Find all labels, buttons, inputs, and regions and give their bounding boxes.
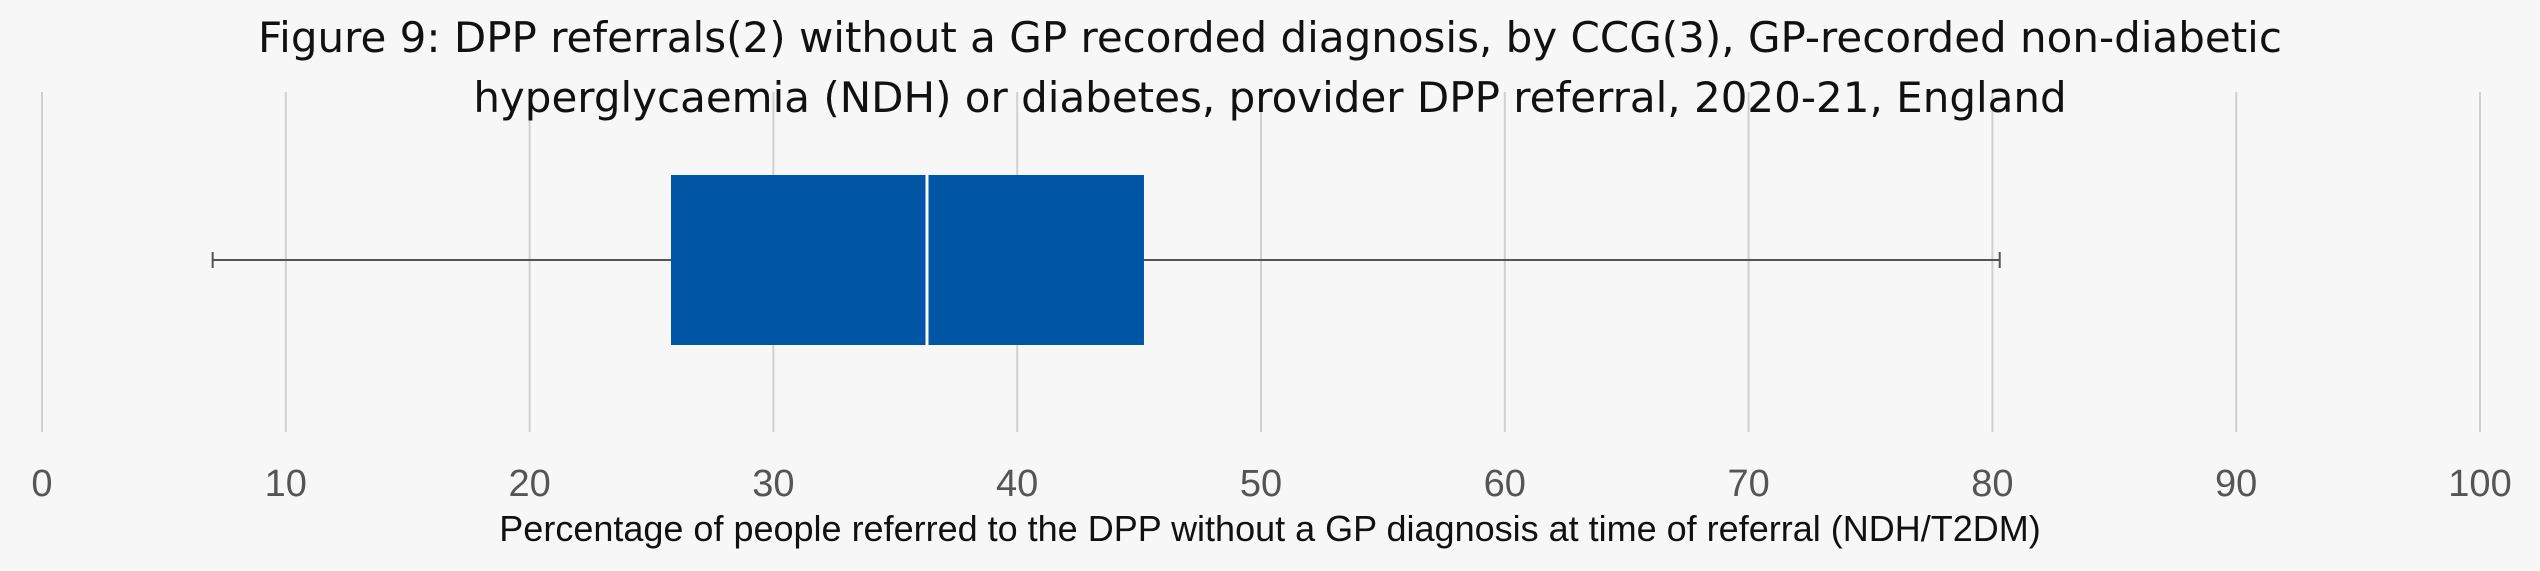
x-axis-title: Percentage of people referred to the DPP… [499, 508, 2040, 549]
x-tick-label: 70 [1727, 463, 1769, 505]
x-tick-label: 40 [996, 463, 1038, 505]
chart-title-line-2: hyperglycaemia (NDH) or diabetes, provid… [473, 73, 2066, 122]
gridlines [41, 92, 2481, 432]
chart-title-line-1: Figure 9: DPP referrals(2) without a GP … [258, 13, 2282, 62]
x-tick-label: 90 [2215, 463, 2257, 505]
x-tick-label: 20 [508, 463, 550, 505]
interquartile-box [671, 175, 1144, 345]
x-tick-label: 50 [1240, 463, 1282, 505]
x-tick-label: 80 [1971, 463, 2013, 505]
x-tick-label: 30 [752, 463, 794, 505]
x-axis-tick-labels: 0 10 20 30 40 50 60 70 80 90 100 [31, 463, 2511, 505]
x-tick-label: 60 [1484, 463, 1526, 505]
x-tick-label: 0 [31, 463, 52, 505]
x-tick-label: 10 [265, 463, 307, 505]
x-tick-label: 100 [2448, 463, 2511, 505]
box-plot [211, 175, 2001, 345]
